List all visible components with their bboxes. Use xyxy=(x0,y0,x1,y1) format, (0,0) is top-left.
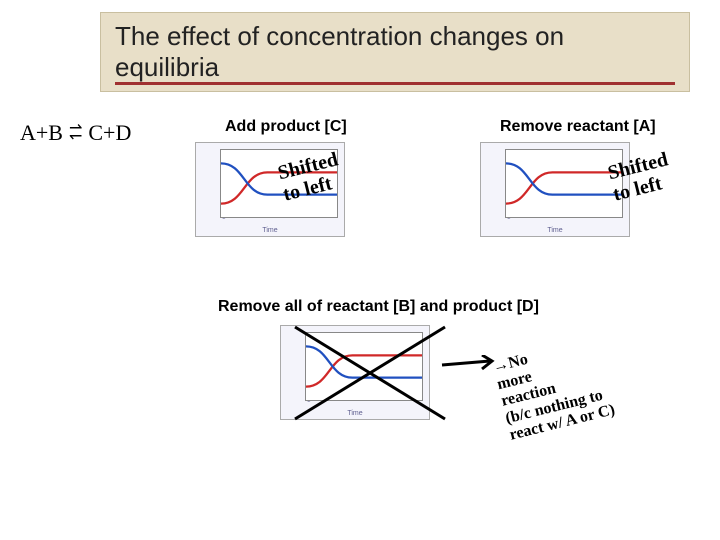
panel-heading-remove-a: Remove reactant [A] xyxy=(500,118,656,136)
chart-xlabel: Time xyxy=(547,227,562,234)
equilibrium-arrows-icon: ⇀↽ xyxy=(69,125,82,141)
chart-remove-a: Concentration (mol/L) Time xyxy=(480,142,630,237)
chart-remove-bd: Concentration (mol/L) Time xyxy=(280,325,430,420)
panel-heading-remove-bd: Remove all of reactant [B] and product [… xyxy=(218,298,539,316)
title-band: The effect of concentration changes on e… xyxy=(100,12,690,92)
arrow-right-icon xyxy=(440,355,500,375)
annotation-no-more-reaction: →No more reaction (b/c nothing to react … xyxy=(491,333,617,444)
chart-xlabel: Time xyxy=(262,227,277,234)
chart-xlabel: Time xyxy=(347,410,362,417)
chart-curves-icon xyxy=(306,333,422,400)
chart-plot-area xyxy=(305,332,423,401)
chart-plot-area xyxy=(505,149,623,218)
equilibrium-equation: A+B ⇀↽ C+D xyxy=(20,120,131,146)
equation-lhs: A+B xyxy=(20,120,63,146)
chart-curves-icon xyxy=(506,150,622,217)
slide-title: The effect of concentration changes on e… xyxy=(115,21,675,83)
equation-rhs: C+D xyxy=(88,120,131,146)
title-underline xyxy=(115,82,675,85)
panel-heading-add-c: Add product [C] xyxy=(225,118,347,136)
